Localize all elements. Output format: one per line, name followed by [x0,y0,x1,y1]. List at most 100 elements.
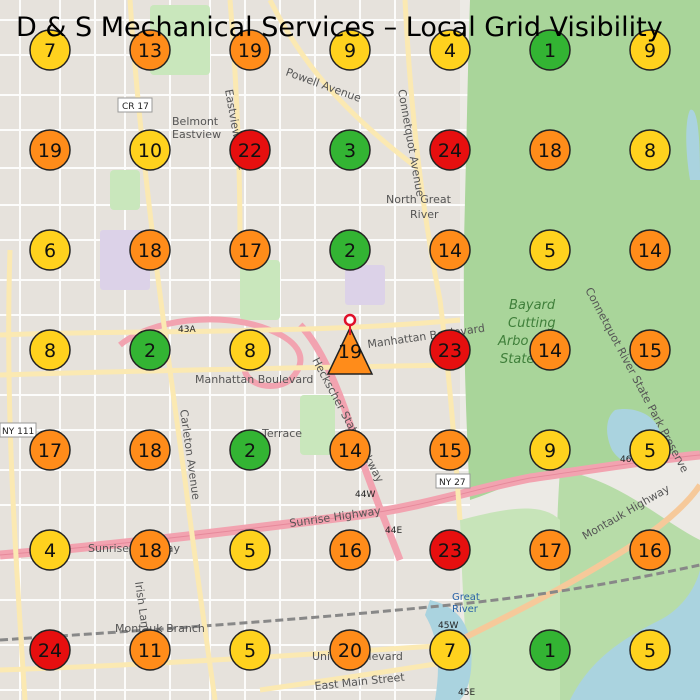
rank-marker[interactable]: 16 [629,529,671,571]
rank-circle [329,129,371,171]
rank-circle [329,229,371,271]
rank-marker[interactable]: 15 [429,429,471,471]
interchange-43a [118,316,304,389]
rank-marker[interactable]: 11 [129,629,171,671]
rank-circle [29,329,71,371]
rank-value: 16 [338,540,362,562]
montauk-branch-railway [0,563,700,642]
rank-marker[interactable]: 3 [329,129,371,171]
rank-marker[interactable]: 4 [429,29,471,71]
rank-marker[interactable]: 2 [229,429,271,471]
rank-marker[interactable]: 18 [129,429,171,471]
rank-circle [229,629,271,671]
rank-marker[interactable]: 7 [429,629,471,671]
rank-marker[interactable]: 14 [429,229,471,271]
shield-45e: 45E [458,688,475,698]
rank-marker[interactable]: 2 [129,329,171,371]
rank-marker[interactable]: 14 [329,429,371,471]
rank-marker-grid: 7 13 19 9 4 1 919 10 22 3 24 18 86 18 17 2 14 5 148 2 8 19 23 1… [29,29,671,671]
rank-marker[interactable]: 8 [229,329,271,371]
rank-marker[interactable]: 9 [629,29,671,71]
rank-value: 8 [644,140,656,162]
shield-46: 46 [620,455,632,465]
rank-circle [529,629,571,671]
rank-value: 8 [244,340,256,362]
rank-marker[interactable]: 24 [429,129,471,171]
rank-marker[interactable]: 9 [329,29,371,71]
rank-circle [229,329,271,371]
rank-marker[interactable]: 19 [229,29,271,71]
rank-value: 4 [444,40,456,62]
park-label-arbo: Arbo [497,334,528,349]
rank-marker[interactable]: 24 [29,629,71,671]
place-label-north-great: North Great [386,193,452,206]
rank-marker[interactable]: 8 [629,129,671,171]
rank-circle [629,629,671,671]
street-label-montauk-branch: Montauk Branch [115,622,205,635]
rank-value: 9 [344,40,356,62]
park-label-cutting: Cutting [508,316,556,331]
rank-marker[interactable]: 19 [29,129,71,171]
rank-circle [29,629,71,671]
place-label-eastview: Eastview [172,128,221,141]
rank-circle [529,29,571,71]
rank-marker[interactable]: 5 [229,529,271,571]
rank-marker[interactable]: 18 [529,129,571,171]
rank-marker[interactable]: 5 [529,229,571,271]
rank-circle [129,229,171,271]
rank-marker[interactable]: 5 [229,629,271,671]
rank-circle [529,529,571,571]
rank-value: 9 [544,440,556,462]
rank-marker[interactable]: 22 [229,129,271,171]
shield-45w: 45W [438,621,458,631]
rank-marker[interactable]: 4 [29,529,71,571]
rank-value: 24 [438,140,462,162]
rank-marker[interactable]: 8 [29,329,71,371]
rank-circle [29,29,71,71]
rank-marker[interactable]: 5 [629,429,671,471]
rank-value: 17 [238,240,262,262]
rank-value: 23 [438,540,462,562]
rank-marker[interactable]: 16 [329,529,371,571]
rank-marker[interactable]: 1 [529,29,571,71]
rank-marker[interactable]: 17 [229,229,271,271]
rank-marker[interactable]: 18 [129,529,171,571]
rank-value: 15 [438,440,462,462]
rank-marker[interactable]: 17 [29,429,71,471]
rank-circle [29,529,71,571]
rank-value: 5 [644,640,656,662]
rank-marker[interactable]: 1 [529,629,571,671]
rank-marker[interactable]: 10 [129,129,171,171]
rank-marker[interactable]: 14 [629,229,671,271]
place-label-river: River [410,208,439,221]
rank-marker[interactable]: 14 [529,329,571,371]
rank-marker[interactable]: 15 [629,329,671,371]
rank-value: 16 [638,540,662,562]
rank-marker[interactable]: 5 [629,629,671,671]
rank-marker[interactable]: 6 [29,229,71,271]
rank-circle [129,429,171,471]
rank-circle [629,29,671,71]
rank-marker[interactable]: 2 [329,229,371,271]
rank-value: 19 [238,40,262,62]
rank-marker[interactable]: 23 [429,329,471,371]
rank-marker[interactable]: 20 [329,629,371,671]
rank-marker[interactable]: 9 [529,429,571,471]
park-label-bayard: Bayard [509,298,556,313]
rank-value: 18 [538,140,562,162]
rank-circle [429,329,471,371]
rank-marker[interactable]: 23 [429,529,471,571]
rank-circle [429,129,471,171]
rank-marker[interactable]: 13 [129,29,171,71]
rank-circle [229,429,271,471]
shield-ny-111: NY 111 [2,427,34,437]
street-label-manhattan-boulevard-west: Manhattan Boulevard [195,373,313,386]
rank-circle [629,429,671,471]
park-label-state: State [500,352,534,367]
rank-marker[interactable]: 19 [326,313,374,375]
rank-marker[interactable]: 7 [29,29,71,71]
rank-marker[interactable]: 18 [129,229,171,271]
rank-marker[interactable]: 17 [529,529,571,571]
